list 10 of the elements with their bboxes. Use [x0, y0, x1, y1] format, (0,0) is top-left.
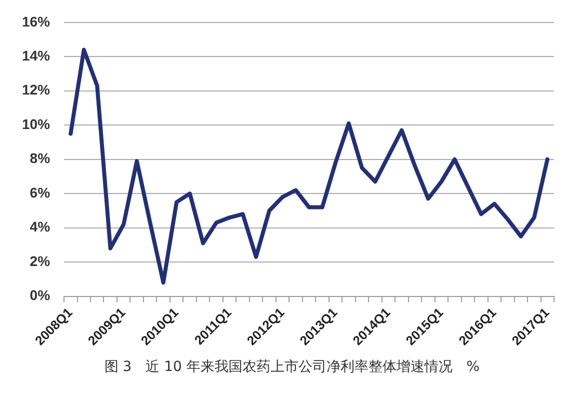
y-tick-label: 12%: [22, 82, 51, 98]
y-tick-label: 8%: [30, 150, 51, 166]
y-tick-label: 4%: [30, 218, 51, 235]
y-tick-label: 6%: [30, 184, 51, 200]
caption: 图 3 近 10 年来我国农药上市公司净利率整体增速情况 %: [103, 358, 481, 376]
y-tick-label: 10%: [22, 116, 51, 132]
y-tick-label: 2%: [30, 252, 51, 269]
y-tick-label: 0%: [30, 287, 51, 304]
y-tick-label: 14%: [22, 47, 51, 64]
y-tick-label: 16%: [22, 13, 51, 30]
